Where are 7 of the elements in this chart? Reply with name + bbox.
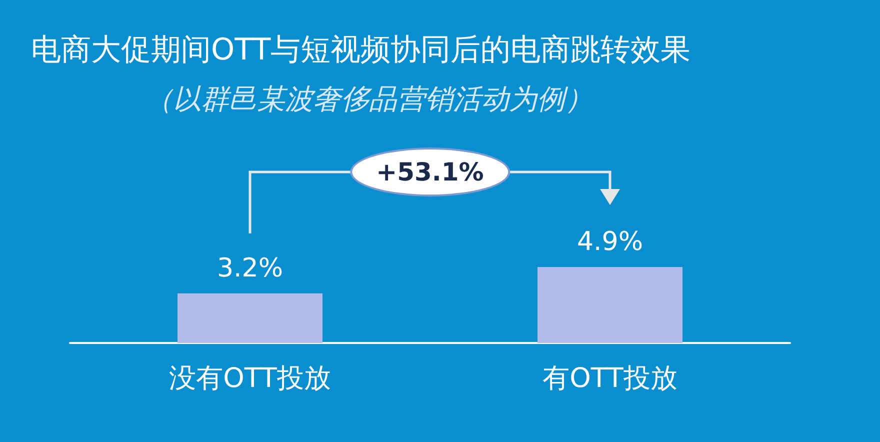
x-tick-label: 有OTT投放 (542, 363, 678, 394)
chart-title: 电商大促期间OTT与短视频协同后的电商跳转效果 (31, 32, 691, 68)
text: +53.1% (350, 148, 510, 196)
data-label: 3.2% (216, 253, 284, 284)
x-tick-label: 没有OTT投放 (169, 363, 331, 394)
data-label: 4.9% (576, 227, 644, 257)
chart-subtitle: （以群邑某波奢侈品营销活动为例） (145, 82, 593, 116)
